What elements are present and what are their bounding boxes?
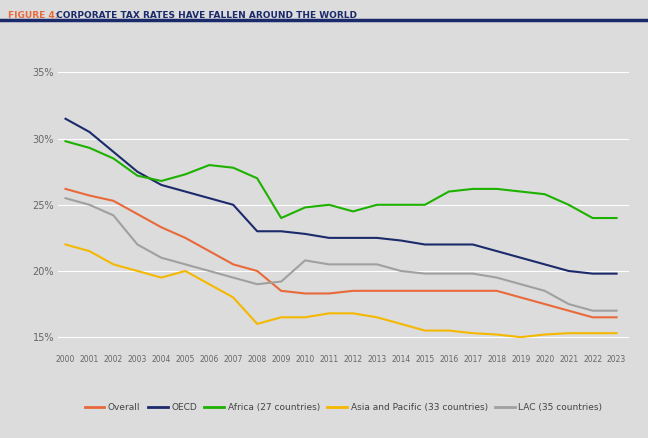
Legend: Overall, OECD, Africa (27 countries), Asia and Pacific (33 countries), LAC (35 c: Overall, OECD, Africa (27 countries), As… <box>81 399 606 416</box>
Text: FIGURE 4:: FIGURE 4: <box>8 11 58 20</box>
Text: CORPORATE TAX RATES HAVE FALLEN AROUND THE WORLD: CORPORATE TAX RATES HAVE FALLEN AROUND T… <box>53 11 357 20</box>
